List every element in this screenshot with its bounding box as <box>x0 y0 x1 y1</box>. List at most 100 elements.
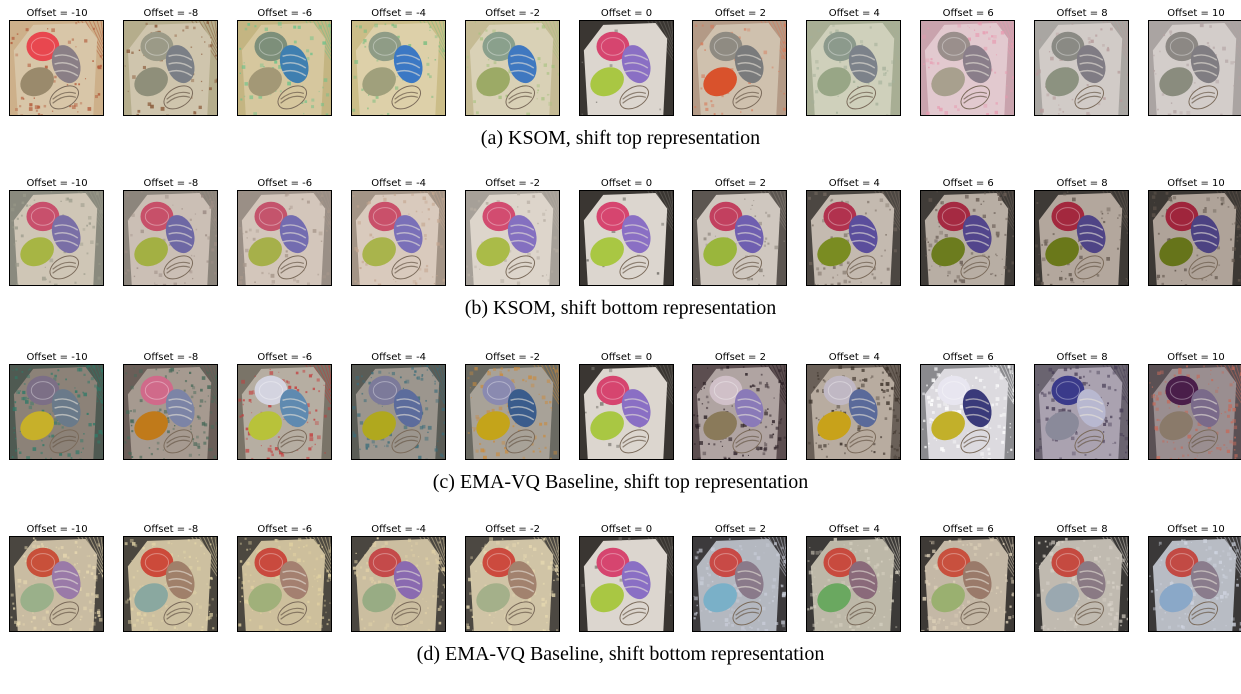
noise-speck <box>1221 582 1223 584</box>
noise-speck <box>424 234 427 237</box>
noise-speck <box>12 370 13 371</box>
noise-speck <box>1218 264 1220 266</box>
noise-speck <box>936 567 939 570</box>
noise-speck <box>1230 383 1233 386</box>
noise-speck <box>89 609 92 612</box>
noise-speck <box>1184 268 1187 271</box>
noise-speck <box>988 458 992 459</box>
noise-speck <box>813 554 814 555</box>
noise-speck <box>1206 549 1208 551</box>
noise-speck <box>939 226 940 227</box>
noise-speck <box>1080 248 1082 250</box>
noise-speck <box>124 215 125 216</box>
noise-speck <box>97 611 100 614</box>
noise-speck <box>289 543 293 547</box>
noise-speck <box>896 372 898 374</box>
noise-speck <box>201 36 202 37</box>
noise-speck <box>481 547 484 551</box>
noise-speck <box>1162 440 1164 442</box>
noise-speck <box>99 263 101 265</box>
noise-speck <box>1155 73 1156 74</box>
noise-speck <box>46 610 49 613</box>
noise-speck <box>551 591 553 593</box>
noise-speck <box>92 365 95 368</box>
noise-speck <box>1178 371 1181 374</box>
panel-image <box>237 20 332 116</box>
noise-speck <box>377 284 380 285</box>
noise-speck <box>1011 577 1013 579</box>
noise-speck <box>951 622 954 625</box>
panel-label: Offset = -2 <box>451 8 575 20</box>
noise-speck <box>271 280 274 283</box>
noise-speck <box>363 399 366 402</box>
noise-speck <box>581 114 583 115</box>
noise-speck <box>757 556 761 560</box>
noise-speck <box>328 549 331 552</box>
noise-speck <box>808 197 811 200</box>
noise-speck <box>306 616 308 618</box>
noise-speck <box>517 367 519 369</box>
noise-speck <box>432 375 433 376</box>
noise-speck <box>42 444 44 446</box>
noise-speck <box>1187 435 1191 439</box>
noise-speck <box>90 240 93 244</box>
offset-panel: Offset = 4 <box>806 524 902 634</box>
noise-speck <box>184 557 186 559</box>
noise-speck <box>22 615 23 616</box>
noise-speck <box>251 458 253 459</box>
noise-speck <box>931 399 934 402</box>
noise-speck <box>741 630 744 631</box>
noise-speck <box>557 73 558 76</box>
noise-speck <box>876 103 879 106</box>
noise-speck <box>1070 278 1073 281</box>
noise-speck <box>1050 284 1053 285</box>
noise-speck <box>470 556 473 559</box>
noise-speck <box>86 593 90 597</box>
noise-speck <box>244 28 247 31</box>
noise-speck <box>37 106 40 109</box>
noise-speck <box>387 441 389 443</box>
noise-speck <box>185 26 188 29</box>
noise-speck <box>744 198 745 199</box>
noise-speck <box>1083 376 1085 378</box>
noise-speck <box>1036 274 1039 277</box>
noise-speck <box>435 560 439 564</box>
noise-speck <box>711 547 715 551</box>
noise-speck <box>124 65 125 66</box>
noise-speck <box>939 231 943 235</box>
noise-speck <box>98 277 101 280</box>
panel-label: Offset = 8 <box>1020 524 1144 536</box>
noise-speck <box>149 447 150 448</box>
noise-speck <box>209 611 210 612</box>
noise-speck <box>366 562 368 564</box>
noise-speck <box>364 554 366 556</box>
noise-speck <box>996 438 997 439</box>
macaron-image <box>1149 365 1241 459</box>
noise-speck <box>538 394 539 395</box>
noise-speck <box>88 555 90 557</box>
offset-panel: Offset = 0 <box>579 178 675 288</box>
noise-speck <box>661 223 664 226</box>
noise-speck <box>1005 579 1008 582</box>
noise-speck <box>1151 395 1154 399</box>
noise-speck <box>784 24 786 27</box>
noise-speck <box>550 562 553 565</box>
offset-panel: Offset = 2 <box>692 178 788 288</box>
noise-speck <box>697 605 698 606</box>
noise-speck <box>878 573 880 575</box>
noise-speck <box>199 614 200 615</box>
noise-speck <box>549 401 551 403</box>
noise-speck <box>1004 193 1007 196</box>
noise-speck <box>315 409 317 411</box>
noise-speck <box>1047 628 1049 630</box>
offset-panel: Offset = 2 <box>692 352 788 462</box>
noise-speck <box>935 564 937 566</box>
noise-speck <box>83 393 87 397</box>
noise-speck <box>1233 85 1235 87</box>
noise-speck <box>967 25 968 26</box>
noise-speck <box>209 87 212 90</box>
noise-speck <box>429 75 432 78</box>
noise-speck <box>18 448 19 449</box>
noise-speck <box>473 208 476 211</box>
noise-speck <box>924 24 925 25</box>
